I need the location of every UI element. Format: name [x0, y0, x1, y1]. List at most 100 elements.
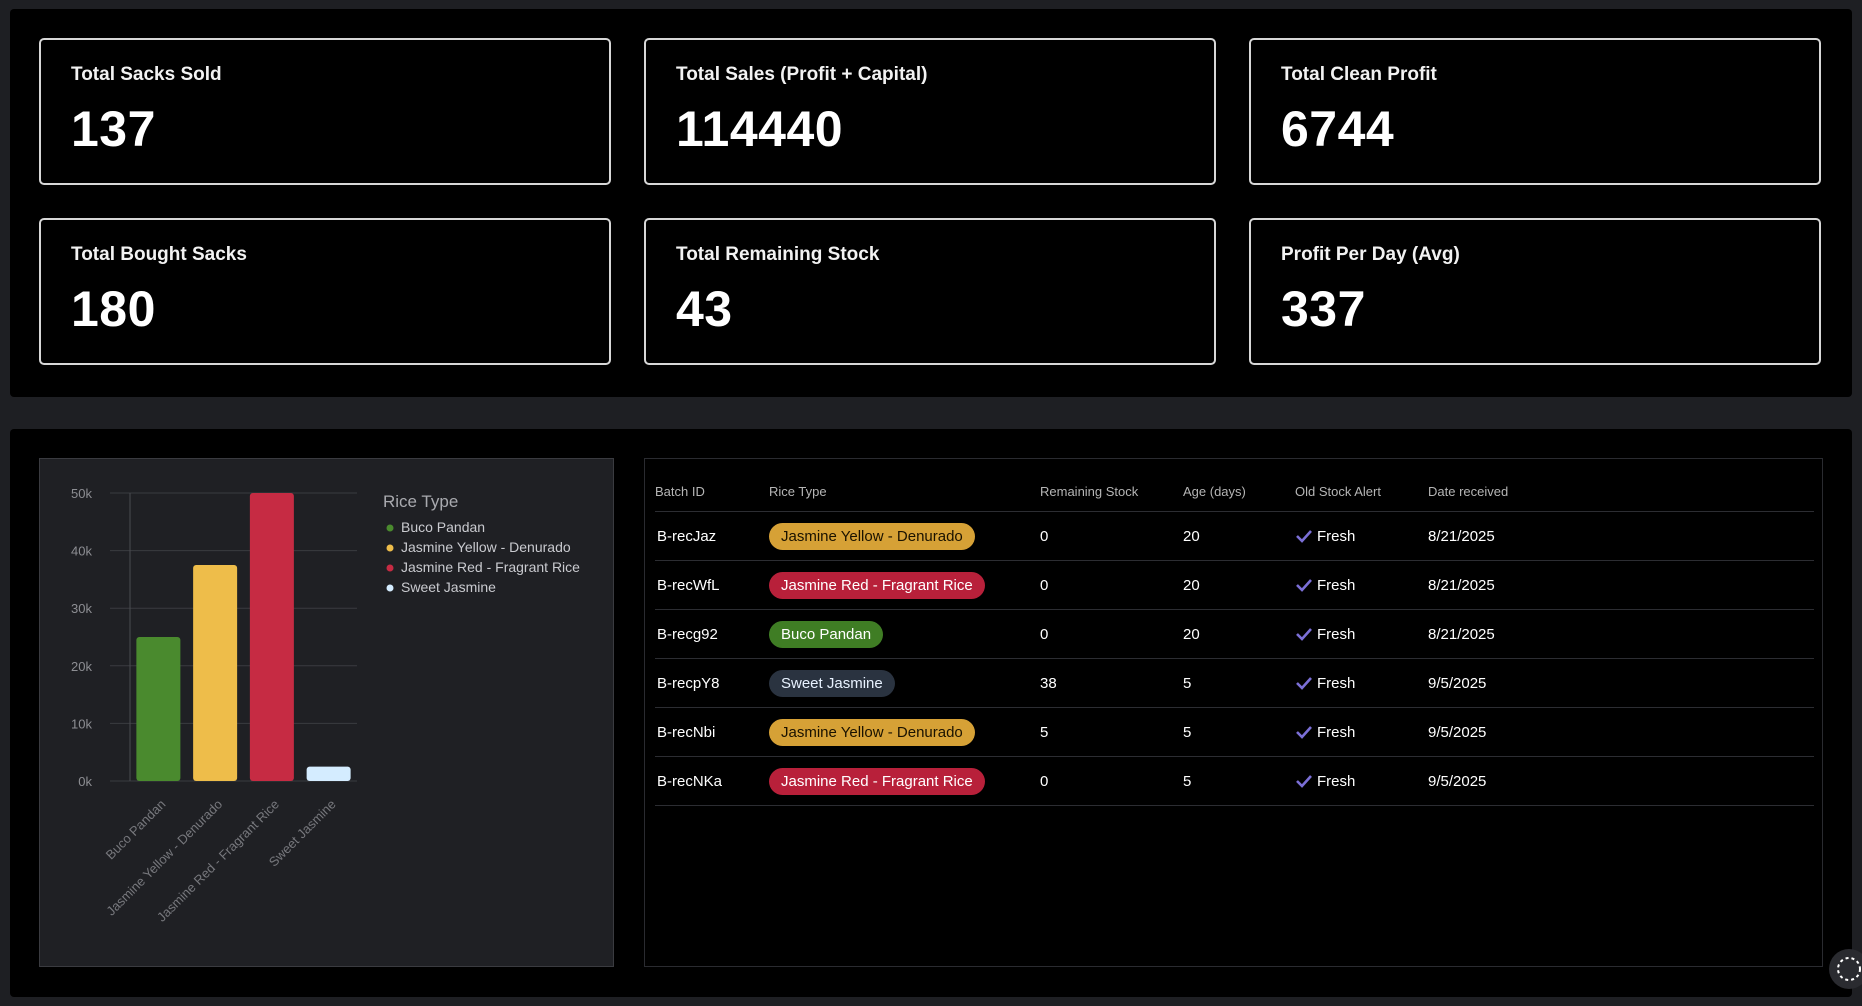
- y-tick-label: 20k: [71, 659, 92, 674]
- table-row[interactable]: B-recg92 Buco Pandan 0 20 Fresh 8/21/2025: [655, 609, 1814, 659]
- remaining-stock-cell: 0: [1040, 560, 1183, 610]
- batch-id: B-recWfL: [657, 576, 720, 594]
- chart-svg: 0k 10k 20k 30k 40k 50k Buco Pandan Jasmine Yell…: [71, 486, 580, 925]
- table-row[interactable]: B-recNbi Jasmine Yellow - Denurado 5 5 Fresh…: [655, 707, 1814, 757]
- stat-label: Total Clean Profit: [1281, 64, 1437, 85]
- check-icon: [1296, 774, 1312, 788]
- stat-value: 180: [71, 281, 156, 337]
- legend-item[interactable]: Jasmine Red - Fragrant Rice: [401, 559, 580, 575]
- rice-type-badge: Buco Pandan: [769, 620, 884, 648]
- date-received-cell: 9/5/2025: [1428, 707, 1814, 757]
- batch-id: B-recpY8: [657, 674, 720, 692]
- old-stock-alert-cell: Fresh: [1295, 560, 1428, 610]
- stats-panel: Total Sacks Sold 137 Total Sales (Profit…: [10, 9, 1852, 397]
- old-stock-alert-cell: Fresh: [1295, 609, 1428, 659]
- rice-type-chart: 0k 10k 20k 30k 40k 50k Buco Pandan Jasmine Yell…: [39, 458, 614, 967]
- stat-card-total-sales: Total Sales (Profit + Capital) 114440: [644, 38, 1216, 185]
- y-tick-label: 0k: [78, 774, 92, 789]
- bar[interactable]: [306, 766, 351, 781]
- column-header-old-stock-alert[interactable]: Old Stock Alert: [1295, 471, 1428, 512]
- legend-item[interactable]: Buco Pandan: [401, 519, 485, 535]
- stat-label: Profit Per Day (Avg): [1281, 244, 1460, 265]
- stat-card-total-clean-profit: Total Clean Profit 6744: [1249, 38, 1821, 185]
- batch-id-cell: B-recWfL: [655, 560, 769, 610]
- column-header-age[interactable]: Age (days): [1183, 471, 1295, 512]
- stat-value: 6744: [1281, 101, 1395, 157]
- alert-text: Fresh: [1317, 527, 1356, 545]
- table-row[interactable]: B-recNKa Jasmine Red - Fragrant Rice 0 5 Fre…: [655, 756, 1814, 806]
- rice-type-cell: Jasmine Yellow - Denurado: [769, 511, 1040, 561]
- stat-label: Total Bought Sacks: [71, 244, 247, 265]
- age-cell: 20: [1183, 560, 1295, 610]
- age-cell: 20: [1183, 609, 1295, 659]
- age-cell: 5: [1183, 707, 1295, 757]
- legend-marker: [386, 524, 394, 532]
- batch-id-cell: B-recJaz: [655, 511, 769, 561]
- rice-type-badge: Sweet Jasmine: [769, 669, 895, 697]
- legend-marker: [386, 584, 394, 592]
- remaining-stock-cell: 0: [1040, 511, 1183, 561]
- stat-card-total-sacks-sold: Total Sacks Sold 137: [39, 38, 611, 185]
- remaining-stock-cell: 5: [1040, 707, 1183, 757]
- rice-type-cell: Buco Pandan: [769, 609, 1040, 659]
- date-received-cell: 8/21/2025: [1428, 609, 1814, 659]
- old-stock-alert-cell: Fresh: [1295, 658, 1428, 708]
- legend-item[interactable]: Sweet Jasmine: [401, 579, 496, 595]
- alert-text: Fresh: [1317, 723, 1356, 741]
- check-icon: [1296, 578, 1312, 592]
- remaining-stock-cell: 38: [1040, 658, 1183, 708]
- x-tick-label: Jasmine Red - Fragrant Rice: [154, 797, 282, 925]
- age-cell: 5: [1183, 756, 1295, 806]
- stat-value: 114440: [676, 101, 844, 157]
- batch-table-container: Batch ID Rice Type Remaining Stock Age (…: [644, 458, 1823, 967]
- column-header-rice-type[interactable]: Rice Type: [769, 471, 1040, 512]
- batch-id: B-recJaz: [657, 527, 717, 545]
- stat-label: Total Remaining Stock: [676, 244, 880, 265]
- check-icon: [1296, 529, 1312, 543]
- legend-marker: [386, 544, 394, 552]
- old-stock-alert-cell: Fresh: [1295, 756, 1428, 806]
- y-tick-label: 10k: [71, 716, 92, 731]
- batch-id-cell: B-recpY8: [655, 658, 769, 708]
- table-row[interactable]: B-recpY8 Sweet Jasmine 38 5 Fresh 9/5/2025: [655, 658, 1814, 708]
- alert-text: Fresh: [1317, 576, 1356, 594]
- date-received-cell: 8/21/2025: [1428, 560, 1814, 610]
- stat-card-profit-per-day: Profit Per Day (Avg) 337: [1249, 218, 1821, 365]
- rice-type-badge: Jasmine Yellow - Denurado: [769, 718, 975, 746]
- rice-type-badge: Jasmine Red - Fragrant Rice: [769, 571, 985, 599]
- remaining-stock-cell: 0: [1040, 756, 1183, 806]
- column-header-remaining-stock[interactable]: Remaining Stock: [1040, 471, 1183, 512]
- alert-text: Fresh: [1317, 772, 1356, 790]
- batch-id-cell: B-recg92: [655, 609, 769, 659]
- age-cell: 20: [1183, 511, 1295, 561]
- column-header-date-received[interactable]: Date received: [1428, 471, 1814, 512]
- table-row[interactable]: B-recWfL Jasmine Red - Fragrant Rice 0 20 Fr…: [655, 560, 1814, 610]
- rice-type-cell: Jasmine Red - Fragrant Rice: [769, 560, 1040, 610]
- stat-label: Total Sales (Profit + Capital): [676, 64, 928, 85]
- column-header-batch-id[interactable]: Batch ID: [655, 471, 769, 512]
- batch-id: B-recNbi: [657, 723, 716, 741]
- table-row[interactable]: B-recJaz Jasmine Yellow - Denurado 0 20 Fres…: [655, 511, 1814, 561]
- table-header-row: Batch ID Rice Type Remaining Stock Age (…: [655, 471, 1814, 512]
- check-icon: [1296, 725, 1312, 739]
- date-received-cell: 9/5/2025: [1428, 756, 1814, 806]
- stat-value: 337: [1281, 281, 1366, 337]
- old-stock-alert-cell: Fresh: [1295, 511, 1428, 561]
- bar[interactable]: [193, 565, 238, 781]
- y-tick-label: 50k: [71, 486, 92, 501]
- age-cell: 5: [1183, 658, 1295, 708]
- batch-id: B-recg92: [657, 625, 718, 643]
- bottom-panel: 0k 10k 20k 30k 40k 50k Buco Pandan Jasmine Yell…: [10, 429, 1852, 997]
- bar[interactable]: [136, 637, 181, 781]
- rice-type-cell: Jasmine Red - Fragrant Rice: [769, 756, 1040, 806]
- batch-id-cell: B-recNKa: [655, 756, 769, 806]
- alert-text: Fresh: [1317, 674, 1356, 692]
- stat-value: 137: [71, 101, 156, 157]
- legend-item[interactable]: Jasmine Yellow - Denurado: [401, 539, 571, 555]
- batch-table: Batch ID Rice Type Remaining Stock Age (…: [655, 471, 1814, 806]
- x-tick-label: Jasmine Yellow - Denurado: [103, 797, 225, 919]
- batch-id-cell: B-recNbi: [655, 707, 769, 757]
- legend-marker: [386, 564, 394, 572]
- bar[interactable]: [249, 493, 294, 781]
- batch-id: B-recNKa: [657, 772, 723, 790]
